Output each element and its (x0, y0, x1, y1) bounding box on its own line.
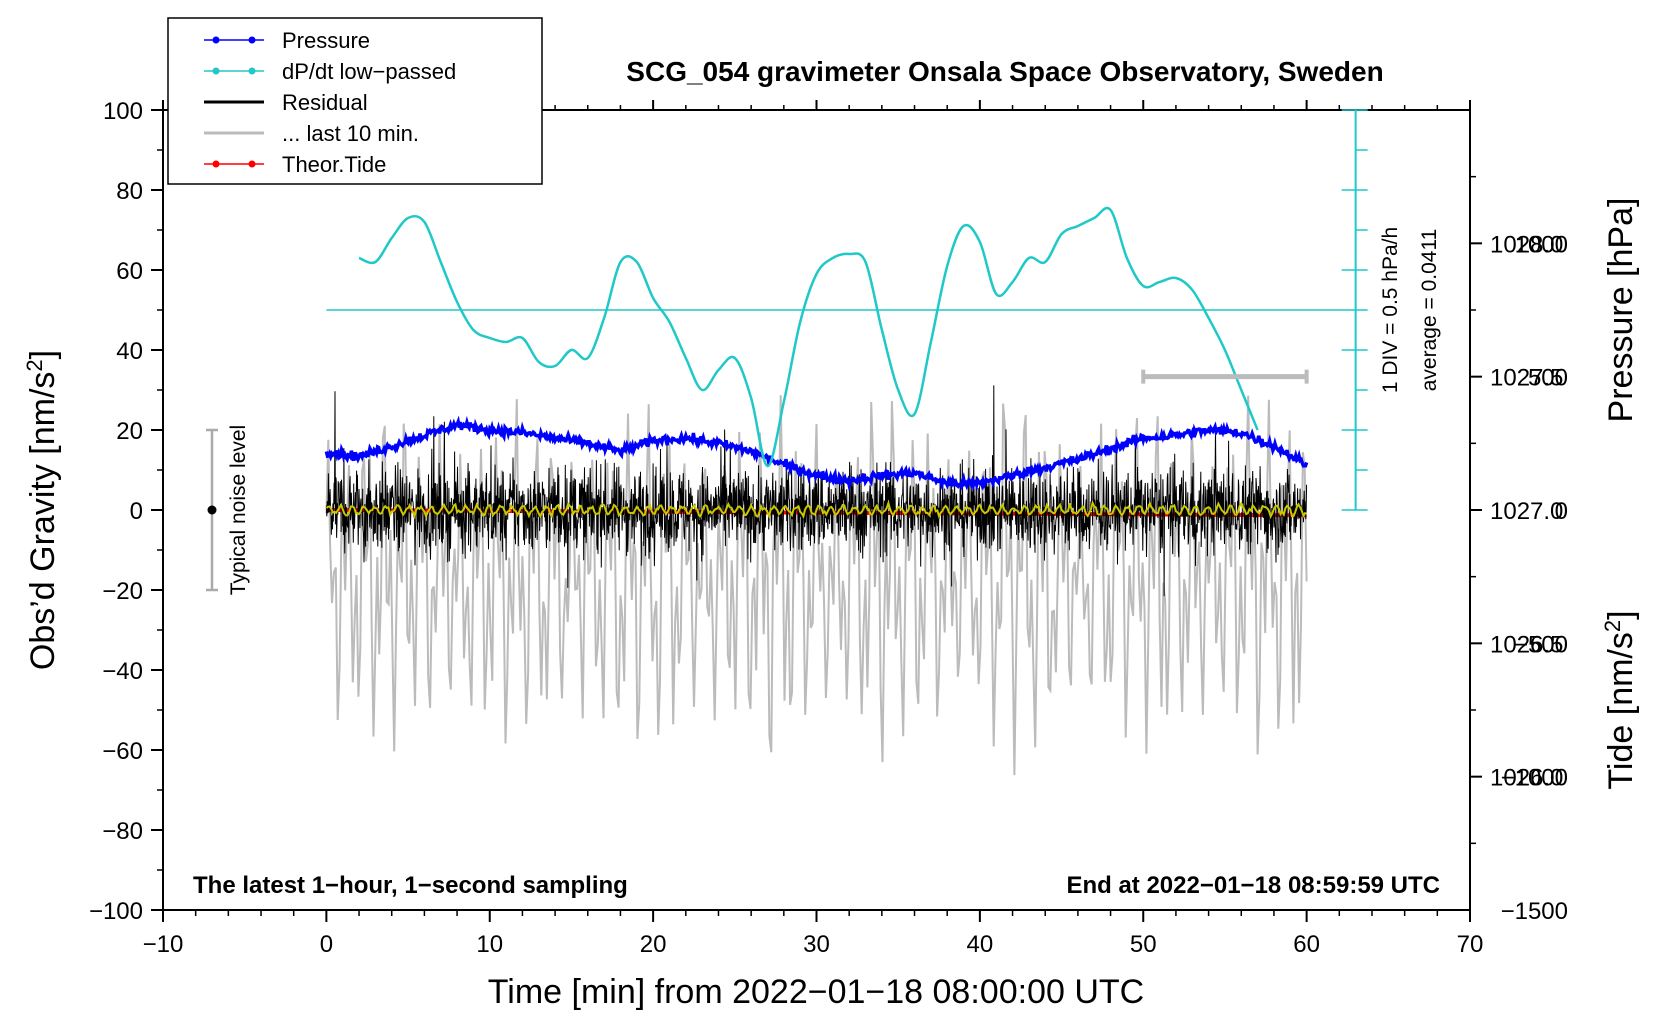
x-tick-label: 20 (640, 931, 667, 958)
pressure-tick-label: 1027.0 (1490, 498, 1563, 525)
y-tick-label: 100 (103, 98, 143, 125)
x-tick-label: 60 (1293, 931, 1320, 958)
pressure-tick-label: 1026.0 (1490, 765, 1563, 792)
legend-marker (248, 160, 256, 168)
x-tick-label: 70 (1457, 931, 1484, 958)
noise-level-bar (206, 428, 219, 592)
dpdt-average-note: average = 0.0411 (1418, 229, 1441, 392)
pressure-line (324, 415, 1309, 492)
legend-marker (212, 36, 220, 44)
noise-level-label: Typical noise level (227, 425, 250, 595)
x-tick-label: 40 (967, 931, 994, 958)
y-tick-label: −40 (102, 658, 143, 685)
dpdt-series (326, 206, 1356, 468)
chart-title: SCG_054 gravimeter Onsala Space Observat… (626, 56, 1383, 87)
pressure-tick-label: 1026.5 (1490, 631, 1563, 658)
legend-marker (248, 67, 256, 75)
legend-marker (248, 36, 256, 44)
y-axis-label-tide-main: Tide [nm/s (1602, 632, 1640, 789)
y-axis-label-pressure: Pressure [hPa] (1602, 198, 1640, 423)
y-tick-label: −100 (89, 898, 143, 925)
y-tick-label: 60 (116, 258, 143, 285)
y-tick-label: −80 (102, 818, 143, 845)
tide-tick-label: 0 (1555, 498, 1568, 525)
dpdt-scale-note: 1 DIV = 0.5 hPa/h (1379, 227, 1402, 393)
dpdt-scale-axis (1341, 109, 1368, 511)
tide-tick-label: 500 (1528, 365, 1568, 392)
x-tick-label: 10 (476, 931, 503, 958)
x-axis-label: Time [min] from 2022−01−18 08:00:00 UTC (488, 973, 1144, 1011)
end-time-note: End at 2022−01−18 08:59:59 UTC (1066, 872, 1440, 899)
y-axis-label-tide-sup: 2 (1600, 620, 1625, 632)
residual-line (325, 385, 1308, 597)
tide-tick-label: 1000 (1515, 231, 1568, 258)
y-axis-label-tide: Tide [nm/s2] (1600, 610, 1641, 789)
x-tick-label: 50 (1130, 931, 1157, 958)
residual-smoothed-series (325, 499, 1307, 520)
legend-items: Pressure dP/dt low−passed Residual ... last… (204, 28, 456, 177)
last-10-min-line (325, 395, 1308, 776)
pressure-series (324, 415, 1309, 492)
noise-bar-center (207, 505, 217, 515)
y-axis-label-tide-end: ] (1602, 610, 1640, 619)
legend-label: Residual (282, 90, 368, 115)
tide-tick-label: −500 (1514, 631, 1568, 658)
y-tick-label: −20 (102, 578, 143, 605)
y-tick-label: 20 (116, 418, 143, 445)
y-tick-label: 0 (130, 498, 143, 525)
tide-axis-ticks: 1000 500 0 −500 −1000 −1500 (1501, 231, 1568, 925)
legend-marker (212, 67, 220, 75)
y-axis-label-left-sup: 2 (22, 359, 47, 371)
y-axis-label-left: Obs’d Gravity [nm/s2] (22, 350, 63, 670)
legend: Pressure dP/dt low−passed Residual ... last… (167, 17, 543, 185)
x-tick-label: −10 (143, 931, 184, 958)
residual-smoothed-line (325, 499, 1307, 520)
y-axis-label-left-end: ] (24, 350, 62, 359)
dpdt-line (358, 206, 1259, 468)
legend-label: Pressure (282, 28, 370, 53)
legend-label: ... last 10 min. (282, 121, 419, 146)
y-tick-label: 40 (116, 338, 143, 365)
tide-tick-label: −1000 (1501, 765, 1568, 792)
x-tick-label: 30 (803, 931, 830, 958)
y-axis-ticks: 100 80 60 40 20 0 −20 −40 −60 −80 −100 (89, 98, 163, 925)
sampling-note: The latest 1−hour, 1−second sampling (193, 872, 628, 899)
residual-series (325, 385, 1308, 597)
y-tick-label: −60 (102, 738, 143, 765)
pressure-tick-label: 1028.0 (1490, 231, 1563, 258)
legend-marker (212, 160, 220, 168)
pressure-axis-ticks: 1028.0 1027.5 1027.0 1026.5 1026.0 (1470, 175, 1563, 845)
x-tick-label: 0 (320, 931, 333, 958)
tide-tick-label: −1500 (1501, 898, 1568, 925)
last-10-min-bracket (1141, 369, 1309, 384)
legend-label: dP/dt low−passed (282, 59, 456, 84)
pressure-tick-label: 1027.5 (1490, 365, 1563, 392)
legend-label: Theor.Tide (282, 152, 386, 177)
last-10-min-series (325, 395, 1308, 776)
x-axis-ticks: −10 0 10 20 30 40 50 60 70 (143, 100, 1484, 958)
y-tick-label: 80 (116, 178, 143, 205)
y-axis-label-left-main: Obs’d Gravity [nm/s (24, 372, 62, 671)
